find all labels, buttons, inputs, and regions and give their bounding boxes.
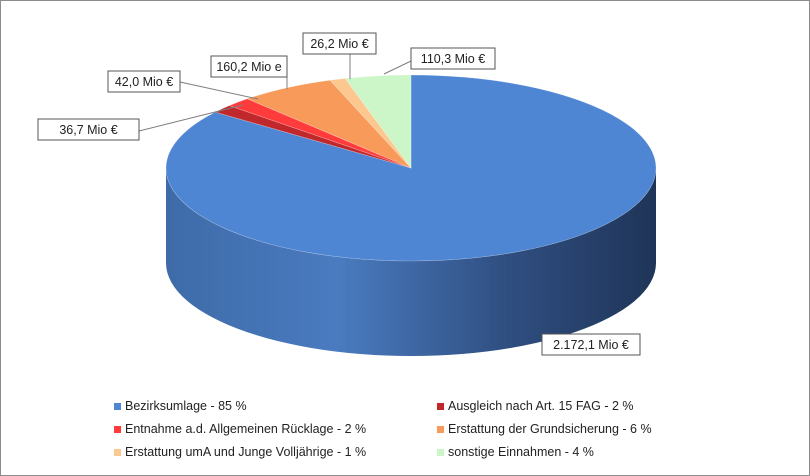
data-label: 2.172,1 Mio € bbox=[553, 338, 629, 352]
data-label-leader bbox=[383, 60, 412, 75]
legend-label: Bezirksumlage - 85 % bbox=[125, 399, 247, 413]
pie-slice bbox=[344, 74, 412, 169]
data-label-box bbox=[302, 32, 377, 55]
pie-chart: 2.172,1 Mio € 36,7 Mio € 42,0 Mio € 160,2 M… bbox=[37, 32, 657, 356]
data-label: 26,2 Mio € bbox=[310, 37, 368, 51]
data-label: 42,0 Mio € bbox=[115, 75, 173, 89]
legend-item-ausgleich: Ausgleich nach Art. 15 FAG - 2 % bbox=[437, 399, 634, 413]
pie-slice bbox=[228, 98, 412, 169]
pie-slice bbox=[165, 74, 657, 262]
legend-item-bezirksumlage: Bezirksumlage - 85 % bbox=[114, 399, 247, 413]
legend-swatch bbox=[114, 425, 121, 433]
data-label: 36,7 Mio € bbox=[59, 123, 117, 137]
pie-slice-side bbox=[166, 168, 656, 356]
legend-item-sonstige: sonstige Einnahmen - 4 % bbox=[437, 445, 594, 459]
legend-label: Ausgleich nach Art. 15 FAG - 2 % bbox=[448, 399, 634, 413]
data-label-leader bbox=[138, 104, 244, 132]
legend-label: sonstige Einnahmen - 4 % bbox=[448, 445, 594, 459]
pie-slice bbox=[329, 78, 412, 169]
data-label-box bbox=[210, 55, 288, 78]
data-label-box bbox=[410, 47, 496, 70]
legend-label: Erstattung der Grundsicherung - 6 % bbox=[448, 422, 652, 436]
legend-swatch bbox=[437, 448, 444, 456]
data-label-leader bbox=[179, 81, 259, 100]
legend-label: Entnahme a.d. Allgemeinen Rücklage - 2 % bbox=[125, 422, 367, 436]
legend-item-entnahme: Entnahme a.d. Allgemeinen Rücklage - 2 % bbox=[114, 422, 366, 436]
legend-swatch bbox=[437, 402, 444, 410]
data-label-box bbox=[37, 118, 140, 141]
data-label: 110,3 Mio € bbox=[421, 52, 485, 66]
legend-label: Erstattung umA und Junge Volljährige - 1… bbox=[125, 445, 367, 459]
data-label-box bbox=[541, 333, 641, 356]
pie-slice bbox=[246, 79, 412, 169]
legend-swatch bbox=[437, 425, 444, 433]
legend-item-grundsicherung: Erstattung der Grundsicherung - 6 % bbox=[437, 422, 652, 436]
legend-swatch bbox=[114, 448, 121, 456]
data-label: 160,2 Mio e bbox=[216, 60, 281, 74]
data-label-box bbox=[107, 70, 181, 93]
legend-swatch bbox=[114, 402, 121, 410]
legend-item-uma: Erstattung umA und Junge Volljährige - 1… bbox=[114, 445, 366, 459]
